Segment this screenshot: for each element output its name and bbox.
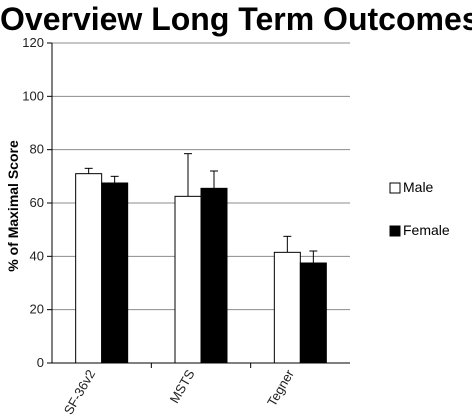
y-tick-label: 40: [30, 248, 44, 263]
legend-swatch-male: [389, 182, 401, 194]
legend-swatch-female: [389, 225, 401, 237]
axes: [51, 43, 350, 364]
y-axis-ticks: 0 20 40 60 80 100 120: [22, 35, 52, 370]
y-tick-label: 20: [30, 302, 44, 317]
bar-male: [174, 195, 202, 364]
legend-label-female: Female: [403, 222, 450, 238]
bars: [75, 173, 327, 364]
y-tick-label: 0: [37, 355, 44, 370]
bar-female: [299, 262, 327, 364]
legend-label-male: Male: [403, 179, 434, 195]
y-tick-label: 100: [22, 88, 44, 103]
bar-male: [273, 251, 301, 364]
y-axis-label: % of Maximal Score: [5, 140, 21, 272]
y-tick-label: 120: [22, 35, 44, 50]
y-tick-label: 60: [30, 195, 44, 210]
chart-title: Overview Long Term Outcomes: [0, 1, 472, 37]
bar-female: [101, 182, 129, 364]
legend: Male Female: [389, 179, 450, 238]
bar-female: [200, 187, 228, 364]
x-axis-ticks: SF-36v2 MSTS Tegner: [61, 363, 297, 416]
y-tick-label: 80: [30, 142, 44, 157]
error-bars: [84, 153, 318, 263]
x-tick-label: Tegner: [264, 366, 297, 409]
bar-male: [75, 173, 103, 364]
x-tick-label: MSTS: [167, 367, 198, 406]
x-tick-label: SF-36v2: [61, 367, 99, 416]
